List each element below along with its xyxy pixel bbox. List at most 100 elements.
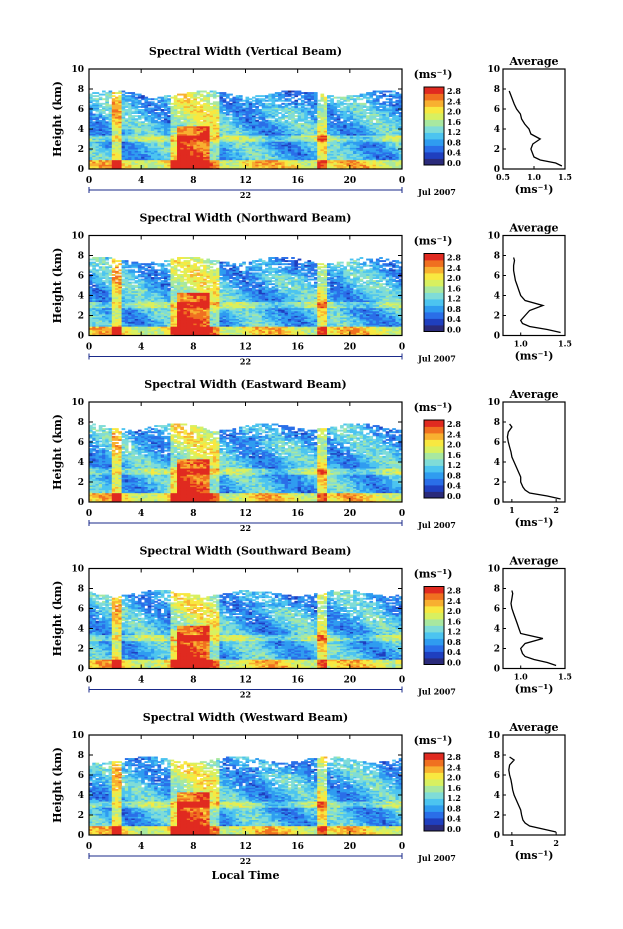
heatmap-cell: [115, 136, 119, 139]
heatmap-cell: [89, 96, 93, 99]
heatmap-cell: [274, 147, 279, 150]
heatmap-cell: [183, 155, 188, 158]
heatmap-cell: [291, 112, 295, 115]
heatmap-cell: [278, 109, 282, 111]
heatmap-cell: [343, 136, 347, 139]
heatmap-cell: [121, 98, 126, 101]
heatmap-cell: [212, 156, 217, 159]
heatmap-cell: [287, 139, 292, 142]
heatmap-cell: [124, 147, 129, 150]
heatmap-cell: [183, 165, 188, 168]
heatmap-cell: [199, 152, 204, 155]
heatmap-cell: [95, 125, 100, 128]
heatmap-cell: [252, 102, 256, 105]
heatmap-cell: [346, 150, 351, 153]
heatmap-cell: [255, 149, 259, 151]
heatmap-cell: [261, 153, 266, 156]
heatmap-cell: [271, 139, 276, 142]
heatmap-cell: [154, 119, 158, 122]
heatmap-cell: [300, 116, 305, 119]
heatmap-cell: [225, 129, 230, 131]
heatmap-cell: [343, 164, 347, 167]
heatmap-cell: [216, 122, 220, 125]
heatmap-cell: [203, 96, 207, 99]
heatmap-cell: [340, 115, 344, 118]
heatmap-cell: [278, 144, 282, 147]
heatmap-cell: [330, 104, 334, 107]
heatmap-cell: [193, 142, 197, 145]
heatmap-cell: [102, 125, 106, 128]
heatmap-cell: [265, 112, 269, 115]
heatmap-cell: [225, 132, 230, 135]
heatmap-cell: [167, 135, 171, 138]
heatmap-cell: [265, 125, 269, 128]
heatmap-cell: [238, 112, 243, 115]
heatmap-cell: [190, 153, 194, 156]
heatmap-cell: [291, 147, 295, 150]
heatmap-cell: [177, 125, 181, 128]
heatmap-cell: [323, 159, 328, 162]
heatmap-cell: [258, 125, 263, 128]
heatmap-cell: [271, 153, 276, 156]
heatmap-cell: [203, 150, 207, 153]
heatmap-cell: [190, 101, 194, 104]
heatmap-cell: [121, 138, 126, 141]
heatmap-cell: [235, 145, 240, 148]
heatmap-cell: [147, 153, 152, 156]
heatmap-cell: [366, 92, 370, 95]
heatmap-cell: [304, 133, 308, 136]
heatmap-cell: [134, 147, 139, 150]
heatmap-cell: [252, 153, 256, 156]
heatmap-cell: [219, 118, 224, 121]
heatmap-cell: [105, 122, 109, 125]
heatmap-cell: [118, 102, 122, 105]
heatmap-cell: [128, 121, 132, 124]
heatmap-cell: [297, 150, 302, 153]
heatmap-cell: [336, 150, 341, 153]
heatmap-cell: [157, 141, 162, 144]
heatmap-cell: [137, 142, 142, 145]
heatmap-cell: [154, 141, 158, 144]
heatmap-cell: [362, 119, 367, 122]
heatmap-cell: [180, 139, 184, 142]
heatmap-cell: [258, 144, 263, 147]
heatmap-cell: [199, 99, 204, 102]
heatmap-cell: [349, 138, 354, 141]
heatmap-cell: [157, 135, 162, 138]
heatmap-cell: [278, 121, 282, 124]
heatmap-cell: [193, 92, 197, 95]
heatmap-cell: [323, 98, 328, 101]
heatmap-cell: [219, 165, 224, 168]
heatmap-cell: [105, 105, 109, 108]
heatmap-cell: [252, 149, 256, 151]
heatmap-cell: [167, 101, 171, 104]
heatmap-cell: [199, 113, 204, 116]
heatmap-cell: [115, 150, 119, 153]
heatmap-cell: [180, 98, 184, 101]
heatmap-cell: [232, 161, 237, 164]
heatmap-cell: [294, 105, 299, 108]
heatmap-cell: [115, 115, 119, 118]
heatmap-cell: [177, 101, 181, 104]
heatmap-cell: [163, 127, 168, 130]
heatmap-cell: [121, 90, 126, 93]
heatmap-cell: [317, 138, 321, 141]
heatmap-cell: [163, 158, 168, 161]
heatmap-cell: [327, 161, 331, 164]
heatmap-cell: [268, 110, 272, 113]
heatmap-cell: [144, 118, 149, 121]
heatmap-cell: [300, 153, 305, 156]
heatmap-cell: [105, 130, 109, 133]
heatmap-cell: [323, 130, 328, 133]
heatmap-cell: [310, 153, 315, 156]
heatmap-cell: [186, 139, 191, 142]
heatmap-cell: [232, 135, 237, 138]
heatmap-cell: [320, 104, 325, 107]
heatmap-cell: [196, 149, 201, 151]
heatmap-cell: [310, 132, 315, 135]
heatmap-cell: [245, 118, 250, 121]
heatmap-cell: [219, 132, 224, 135]
heatmap-cell: [297, 129, 302, 131]
heatmap-cell: [115, 122, 119, 125]
heatmap-cell: [300, 101, 305, 104]
